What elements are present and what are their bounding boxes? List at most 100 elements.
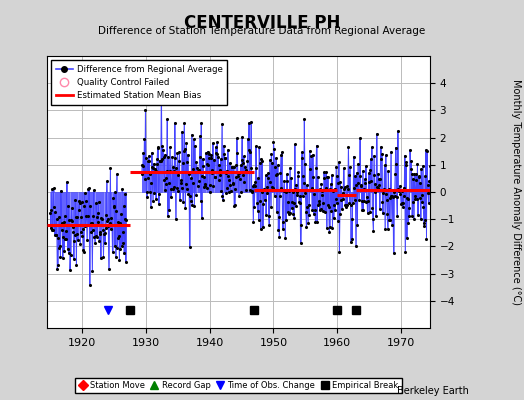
- Point: [157, 80, 166, 86]
- Point: [173, 150, 181, 156]
- Point: [312, 165, 320, 172]
- Point: [248, 183, 257, 190]
- Point: [62, 235, 71, 242]
- Point: [333, 173, 342, 179]
- Point: [284, 198, 292, 205]
- Point: [344, 185, 352, 192]
- Point: [185, 170, 193, 177]
- Point: [328, 172, 336, 178]
- Point: [389, 250, 398, 256]
- Point: [326, 186, 334, 192]
- Point: [319, 208, 327, 214]
- Point: [400, 193, 408, 200]
- Point: [184, 151, 192, 158]
- Point: [259, 224, 267, 230]
- Point: [213, 139, 221, 146]
- Point: [382, 191, 390, 197]
- Legend: Station Move, Record Gap, Time of Obs. Change, Empirical Break: Station Move, Record Gap, Time of Obs. C…: [75, 378, 401, 393]
- Point: [422, 146, 430, 153]
- Point: [365, 170, 373, 176]
- Point: [80, 203, 89, 209]
- Point: [421, 173, 429, 180]
- Point: [76, 241, 84, 247]
- Point: [403, 196, 412, 202]
- Point: [283, 178, 291, 184]
- Point: [121, 191, 129, 198]
- Point: [348, 235, 356, 242]
- Point: [336, 179, 345, 185]
- Point: [176, 197, 184, 203]
- Point: [307, 187, 315, 193]
- Point: [235, 170, 244, 176]
- Point: [316, 186, 324, 192]
- Point: [169, 164, 177, 171]
- Point: [294, 169, 303, 176]
- Point: [378, 150, 386, 157]
- Point: [51, 232, 60, 238]
- Point: [416, 194, 424, 201]
- Point: [413, 160, 422, 167]
- Point: [365, 208, 374, 215]
- Point: [64, 202, 73, 209]
- Point: [89, 213, 97, 220]
- Point: [357, 182, 365, 188]
- Point: [152, 196, 160, 202]
- Point: [371, 188, 379, 195]
- Point: [425, 178, 433, 184]
- Point: [291, 186, 299, 192]
- Point: [220, 142, 228, 149]
- Point: [426, 163, 434, 170]
- Point: [157, 157, 165, 164]
- Point: [161, 175, 170, 181]
- Point: [111, 242, 119, 249]
- Point: [65, 250, 73, 256]
- Point: [407, 166, 415, 172]
- Point: [118, 186, 126, 192]
- Point: [232, 174, 240, 180]
- Point: [97, 214, 105, 221]
- Point: [180, 148, 188, 154]
- Point: [61, 228, 70, 234]
- Point: [313, 219, 321, 225]
- Point: [113, 171, 121, 177]
- Point: [385, 186, 393, 192]
- Point: [49, 185, 58, 191]
- Point: [90, 234, 99, 240]
- Point: [418, 192, 426, 198]
- Point: [271, 172, 280, 178]
- Point: [202, 161, 211, 167]
- Point: [236, 162, 245, 168]
- Point: [394, 128, 402, 134]
- Point: [377, 156, 386, 162]
- Point: [372, 213, 380, 220]
- Point: [404, 220, 412, 226]
- Point: [352, 182, 361, 188]
- Point: [290, 141, 299, 148]
- Point: [255, 144, 264, 151]
- Point: [188, 132, 196, 138]
- Point: [264, 170, 272, 176]
- Point: [167, 186, 176, 192]
- Point: [113, 244, 122, 251]
- Point: [235, 192, 243, 199]
- Point: [176, 177, 184, 183]
- Point: [345, 200, 354, 206]
- Point: [181, 204, 190, 211]
- Point: [73, 214, 81, 220]
- Point: [107, 214, 116, 221]
- Point: [241, 169, 249, 175]
- Point: [199, 163, 208, 169]
- Point: [243, 158, 252, 164]
- Point: [427, 185, 435, 192]
- Point: [68, 204, 76, 211]
- Point: [286, 164, 294, 171]
- Point: [257, 226, 265, 233]
- Point: [80, 249, 88, 256]
- Point: [346, 202, 355, 208]
- Point: [407, 158, 416, 164]
- Point: [195, 166, 203, 173]
- Point: [52, 216, 61, 222]
- Point: [312, 142, 321, 149]
- Point: [103, 178, 111, 184]
- Point: [95, 238, 103, 244]
